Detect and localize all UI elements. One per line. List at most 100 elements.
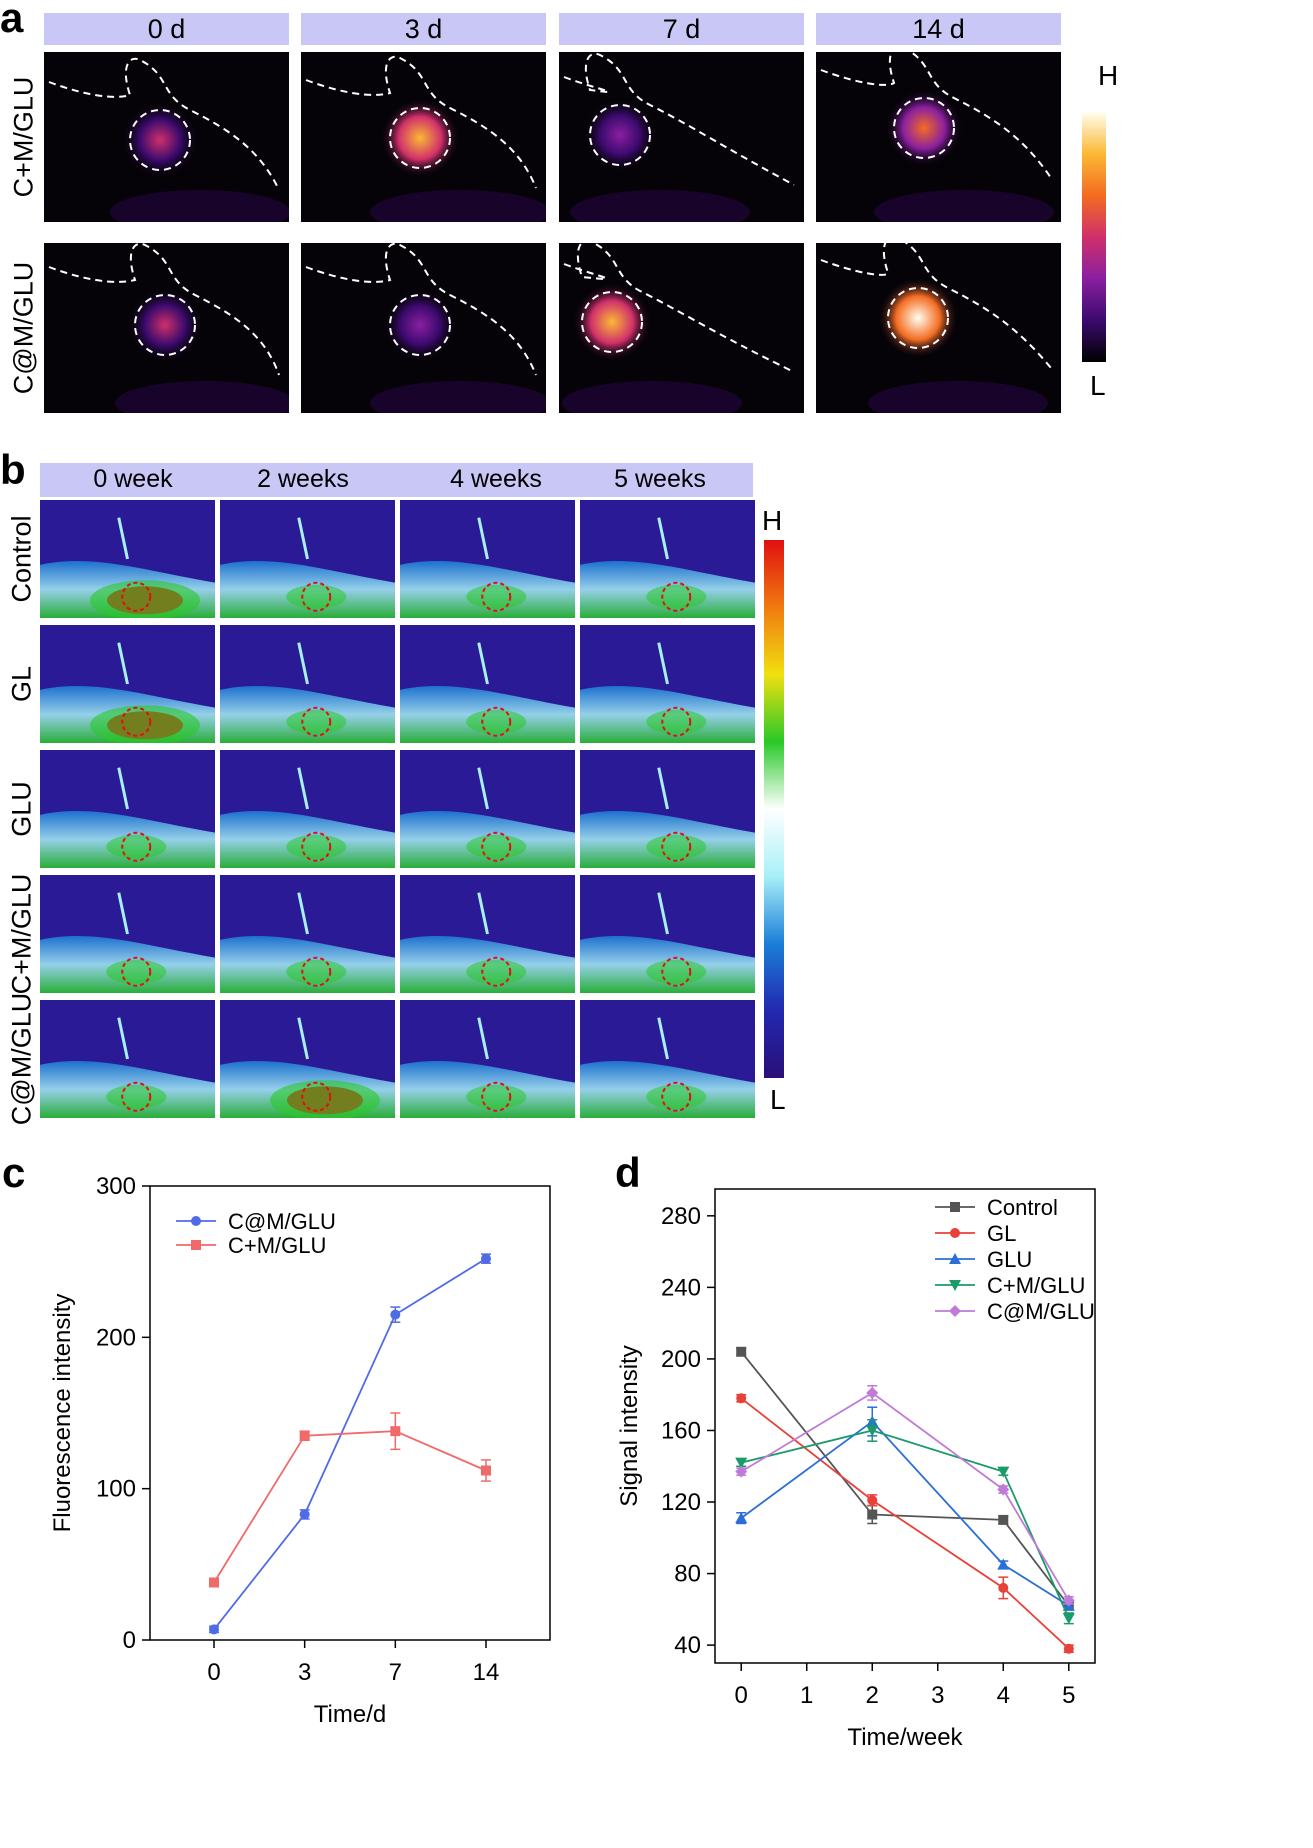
data-point bbox=[1062, 1613, 1075, 1625]
tumor-signal bbox=[384, 289, 456, 361]
series-line bbox=[740, 1391, 1070, 1601]
plot-frame bbox=[149, 1185, 551, 1641]
data-point bbox=[1062, 1594, 1075, 1607]
panel-a-letter: a bbox=[0, 0, 24, 41]
tumor-marker bbox=[481, 581, 512, 612]
tumor-marker bbox=[121, 831, 152, 862]
data-point bbox=[299, 1509, 310, 1520]
data-point bbox=[481, 1465, 491, 1476]
series-line bbox=[740, 1429, 1070, 1619]
mri-image bbox=[580, 500, 755, 618]
data-point bbox=[735, 1457, 748, 1469]
mri-image bbox=[580, 875, 755, 993]
tumor-marker bbox=[481, 706, 512, 737]
panel-a-column-header: 7 d bbox=[559, 13, 804, 45]
x-tick-label: 1 bbox=[800, 1682, 813, 1709]
tumor-outline bbox=[134, 294, 196, 356]
y-tick-label: 40 bbox=[674, 1632, 701, 1659]
data-point bbox=[949, 1253, 961, 1264]
fluorescence-image bbox=[559, 243, 804, 413]
series-line bbox=[213, 1430, 487, 1583]
mri-image bbox=[40, 625, 215, 743]
tumor-marker bbox=[301, 581, 332, 612]
panel-b-header-bar bbox=[40, 463, 753, 497]
tumor-marker bbox=[301, 831, 332, 862]
tumor-marker bbox=[661, 1081, 692, 1112]
body-outline bbox=[48, 57, 280, 191]
tumor-marker bbox=[301, 706, 332, 737]
mri-image bbox=[220, 875, 395, 993]
legend-entry: GL bbox=[987, 1221, 1016, 1246]
data-point bbox=[735, 1465, 748, 1478]
mri-image bbox=[400, 1000, 575, 1118]
tumor-marker bbox=[301, 1081, 332, 1112]
panel-b-row-label: C@M/GLU bbox=[6, 992, 37, 1126]
tumor-outline bbox=[389, 294, 451, 356]
body-outline bbox=[305, 55, 537, 189]
tumor-signal bbox=[583, 98, 657, 172]
panel-letter: c bbox=[2, 1149, 25, 1196]
mri-image bbox=[40, 875, 215, 993]
data-point bbox=[736, 1393, 747, 1404]
data-point bbox=[867, 1495, 878, 1506]
data-point bbox=[949, 1305, 961, 1317]
data-point bbox=[735, 1512, 748, 1524]
panel-b-column-header: 0 week bbox=[93, 465, 173, 493]
data-point bbox=[191, 1240, 201, 1250]
body-outline bbox=[820, 52, 1052, 179]
mri-image bbox=[400, 500, 575, 618]
panel-a-row-label: C@M/GLU bbox=[8, 261, 39, 395]
tumor-marker bbox=[121, 706, 152, 737]
tumor-outline bbox=[589, 104, 651, 166]
mri-image bbox=[400, 750, 575, 868]
tumor-outline bbox=[893, 97, 955, 159]
legend-entry: GLU bbox=[987, 1247, 1032, 1272]
data-point bbox=[736, 1346, 747, 1357]
tumor-signal bbox=[380, 98, 460, 178]
tumor-marker bbox=[481, 1081, 512, 1112]
panel-b-column-header: 5 weeks bbox=[614, 465, 706, 493]
panel-b-colorbar-low-label: L bbox=[770, 1084, 786, 1115]
panel-a-row-label: C+M/GLU bbox=[8, 76, 39, 198]
mri-image bbox=[40, 750, 215, 868]
tumor-marker bbox=[661, 581, 692, 612]
tumor-marker bbox=[121, 581, 152, 612]
mri-image bbox=[220, 1000, 395, 1118]
data-point bbox=[390, 1426, 401, 1437]
x-axis-label: Time/week bbox=[847, 1724, 963, 1751]
panel-b-row-label: C+M/GLU bbox=[6, 873, 37, 995]
fluorescence-image bbox=[559, 52, 804, 222]
panel-b-row-label: GL bbox=[6, 665, 37, 703]
mri-image bbox=[220, 625, 395, 743]
series-line bbox=[740, 1397, 1070, 1650]
fluorescence-image bbox=[816, 243, 1061, 413]
y-tick-label: 100 bbox=[96, 1476, 136, 1503]
x-tick-label: 0 bbox=[735, 1682, 748, 1709]
mri-image bbox=[220, 750, 395, 868]
body-outline bbox=[48, 243, 280, 376]
tumor-marker bbox=[121, 956, 152, 987]
data-point bbox=[191, 1216, 201, 1226]
tumor-outline bbox=[887, 287, 949, 349]
panel-b-row-label: Control bbox=[6, 515, 37, 603]
panel-a-colorbar-high-label: H bbox=[1098, 60, 1119, 91]
series-line bbox=[740, 1420, 1070, 1607]
mri-image bbox=[580, 1000, 755, 1118]
mri-image bbox=[400, 875, 575, 993]
mri-image bbox=[400, 625, 575, 743]
data-point bbox=[1063, 1643, 1074, 1654]
x-tick-label: 5 bbox=[1062, 1682, 1075, 1709]
fluorescence-image bbox=[44, 243, 289, 413]
data-point bbox=[997, 1558, 1010, 1570]
data-point bbox=[209, 1577, 219, 1588]
y-axis-label: Signal intensity bbox=[616, 1345, 643, 1506]
panel-letter: d bbox=[615, 1149, 641, 1196]
tumor-outline bbox=[389, 107, 451, 169]
y-tick-label: 80 bbox=[674, 1561, 701, 1588]
x-tick-label: 0 bbox=[207, 1659, 220, 1686]
tumor-outline bbox=[581, 291, 643, 353]
data-point bbox=[866, 1386, 879, 1399]
legend-entry: C@M/GLU bbox=[228, 1209, 336, 1234]
x-tick-label: 4 bbox=[997, 1682, 1010, 1709]
panel-a-colorbar-gradient bbox=[1082, 112, 1106, 362]
